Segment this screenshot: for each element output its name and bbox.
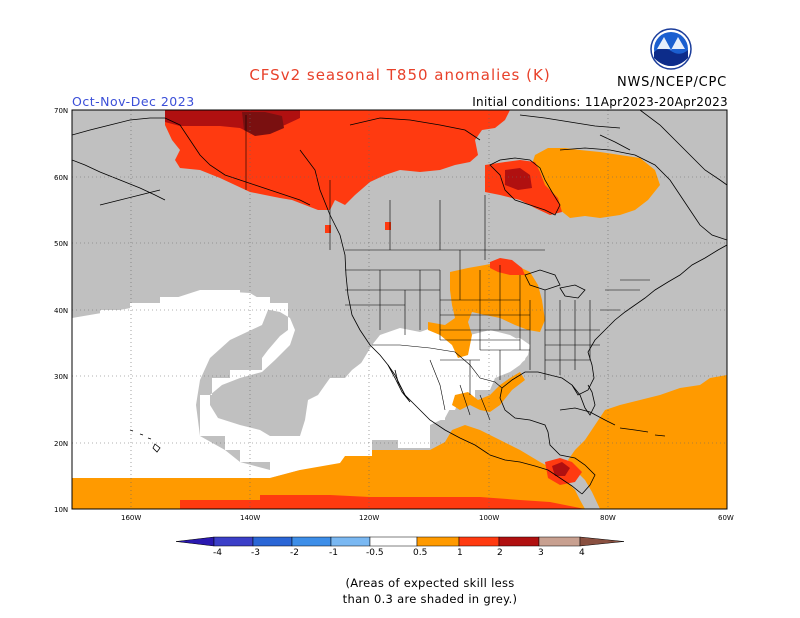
darkred-anomaly-central-america (552, 462, 570, 476)
lat-label: 10N (54, 506, 68, 514)
red-anomaly-upper-midwest (490, 258, 525, 275)
latitude-labels: 70N 60N 50N 40N 30N 20N 10N (54, 107, 68, 514)
lon-label: 120W (359, 514, 379, 522)
colorbar-label: 2 (497, 548, 503, 558)
colorbar-arrow-left (175, 536, 215, 547)
colorbar-segment (252, 536, 293, 547)
colorbar-segment (330, 536, 371, 547)
lon-label: 160W (121, 514, 141, 522)
orange-anomaly-tropical-atlantic (568, 375, 727, 509)
lon-label: 80W (600, 514, 616, 522)
initial-conditions: Initial conditions: 11Apr2023-20Apr2023 (472, 95, 728, 109)
noaa-logo-icon (650, 28, 692, 70)
lat-label: 70N (54, 107, 68, 115)
orange-anomaly-gulf-coast (452, 372, 525, 412)
colorbar-segment (291, 536, 332, 547)
orange-anomaly-tropical-pacific (72, 425, 585, 509)
white-anomaly-pacific (72, 290, 530, 470)
red-anomaly-bc-coast (325, 225, 331, 233)
lat-label: 50N (54, 240, 68, 248)
graticule (72, 110, 727, 509)
colorbar-label: -0.5 (366, 548, 384, 558)
lat-label: 40N (54, 307, 68, 315)
colorbar-label: 1 (457, 548, 463, 558)
lon-label: 60W (718, 514, 734, 522)
colorbar-label: -1 (329, 548, 338, 558)
colorbar-segment (538, 536, 581, 547)
map-frame (71, 109, 728, 510)
orange-anomaly-northern-plains (428, 262, 545, 358)
longitude-labels: 160W 140W 120W 100W 80W 60W (121, 514, 734, 522)
colorbar-label: 4 (579, 548, 585, 558)
colorbar-segment (369, 536, 418, 547)
colorbar-label: -3 (251, 548, 260, 558)
agency-label: NWS/NCEP/CPC (617, 75, 728, 90)
darkred-anomaly-hudson-bay (505, 168, 532, 190)
colorbar-boxes (175, 536, 625, 547)
colorbar-label: 0.5 (413, 548, 427, 558)
colorbar-arrow-right (579, 536, 625, 547)
orange-anomaly-quebec (530, 148, 660, 218)
lat-label: 30N (54, 373, 68, 381)
colorbar-labels: -4 -3 -2 -1 -0.5 0.5 1 2 3 4 (213, 548, 585, 558)
colorbar-segment (416, 536, 460, 547)
red-anomaly-alberta (385, 222, 391, 230)
colorbar-label: -2 (290, 548, 299, 558)
colorbar-label: 3 (538, 548, 544, 558)
lon-label: 100W (479, 514, 499, 522)
chart-title: CFSv2 seasonal T850 anomalies (K) (249, 66, 551, 84)
colorbar-segment (213, 536, 254, 547)
red-anomaly-alaska (165, 110, 510, 210)
colorbar-label: -4 (213, 548, 222, 558)
coastlines (72, 110, 727, 495)
state-borders (245, 115, 650, 421)
skill-note-line1: (Areas of expected skill less (345, 576, 515, 590)
colorbar-segment (458, 536, 500, 547)
colorbar-segment (498, 536, 540, 547)
lon-label: 140W (240, 514, 260, 522)
lat-label: 20N (54, 440, 68, 448)
skill-note-line2: than 0.3 are shaded in grey.) (342, 592, 518, 606)
red-anomaly-tropical-pacific (180, 495, 585, 509)
white-anomaly-open-pacific (72, 290, 372, 478)
darkred-anomaly-yukon (242, 112, 284, 136)
forecast-period: Oct-Nov-Dec 2023 (72, 94, 195, 109)
lat-label: 60N (54, 174, 68, 182)
